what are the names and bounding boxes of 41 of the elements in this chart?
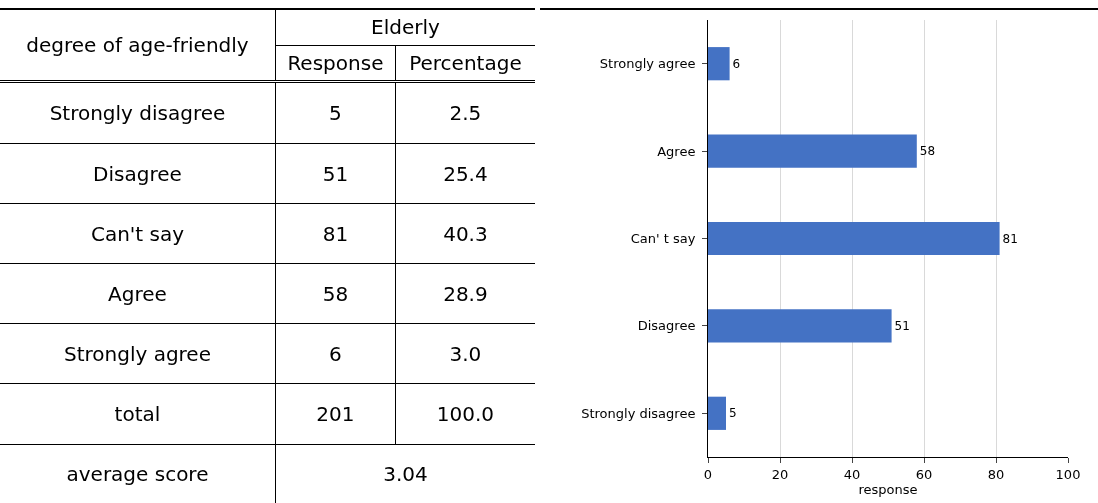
category-label: Agree: [0, 263, 276, 324]
category-label: Strongly agree: [0, 323, 276, 384]
legend-label: Percentage: [395, 45, 535, 81]
data-label: 58: [919, 144, 936, 159]
data-label: 81: [1002, 231, 1018, 246]
data-label: 5: [729, 406, 737, 421]
data-label: 3.0: [395, 323, 535, 384]
y-tick-label: Strongly agree: [599, 56, 696, 72]
text: average score: [0, 444, 276, 503]
data-label: 28.9: [395, 263, 535, 324]
x-tick-label: 0: [703, 466, 713, 482]
x-tick-label: 20: [771, 466, 789, 482]
category-label: total: [0, 383, 276, 445]
data-label: 201: [275, 383, 396, 445]
data-label: 6: [275, 323, 396, 384]
x-tick-label: 100: [1055, 466, 1081, 482]
data-label: 25.4: [395, 143, 535, 204]
y-tick-label: Disagree: [637, 318, 696, 334]
y-tick-label: Can' t say: [630, 231, 696, 247]
data-label: 51: [894, 318, 910, 333]
x-tick-label: 80: [987, 466, 1005, 482]
text: degree of age-friendly: [0, 9, 276, 81]
x-tick-label: 60: [915, 466, 933, 482]
x-axis-title: response: [858, 482, 918, 498]
legend-title: Elderly: [275, 9, 535, 45]
y-tick-label: Agree: [657, 143, 696, 159]
y-tick-label: Strongly disagree: [581, 405, 696, 421]
text: 3.04: [275, 444, 535, 503]
text: Response: [275, 45, 396, 81]
data-label: 100.0: [395, 383, 535, 445]
x-tick-label: 40: [843, 466, 861, 482]
data-label: 51: [275, 143, 396, 204]
category-label: Can't say: [0, 203, 276, 264]
data-label: 5: [275, 81, 396, 144]
category-label: Disagree: [0, 143, 276, 204]
data-label: 81: [275, 203, 396, 264]
data-label: 40.3: [395, 203, 535, 264]
data-label: 2.5: [395, 81, 535, 144]
category-label: Strongly disagree: [0, 81, 276, 144]
data-label: 58: [275, 263, 396, 324]
data-label: 6: [732, 56, 741, 71]
